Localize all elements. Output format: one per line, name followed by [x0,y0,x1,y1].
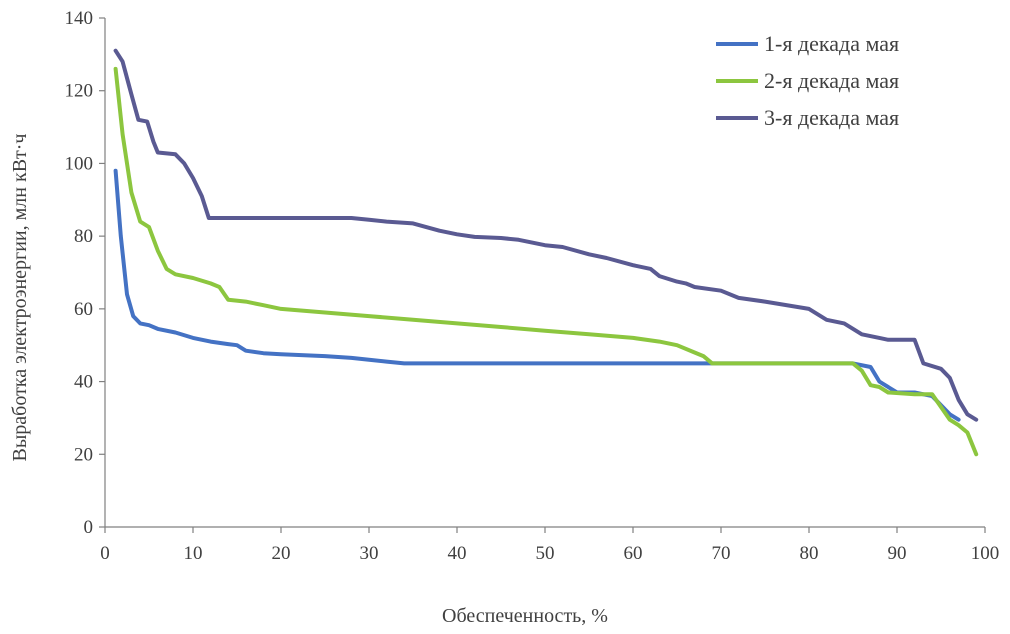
legend-label-2: 2-я декада мая [764,68,899,93]
x-tick-label: 40 [448,543,467,564]
y-axis-ticks: 0 20 40 60 80 100 120 140 [65,8,105,538]
x-axis-ticks: 0 10 20 30 40 50 60 70 80 90 100 [100,527,999,564]
y-tick-label: 20 [74,444,93,465]
x-tick-label: 70 [712,543,731,564]
x-tick-label: 100 [971,543,1000,564]
x-tick-label: 80 [800,543,819,564]
y-tick-label: 40 [74,372,93,393]
y-tick-label: 100 [65,153,94,174]
series-line-3 [113,48,979,422]
x-tick-label: 0 [100,543,110,564]
x-tick-label: 90 [888,543,907,564]
x-axis-title: Обеспеченность, % [442,605,608,627]
series-line-1 [113,168,961,422]
y-tick-label: 60 [74,299,93,320]
legend: 1-я декада мая 2-я декада мая 3-я декада м… [716,31,899,130]
y-axis-title: Выработка электроэнергии, млн кВт·ч [9,134,31,462]
y-tick-label: 120 [65,81,94,102]
y-tick-label: 140 [65,8,94,29]
x-tick-label: 50 [536,543,555,564]
x-tick-label: 60 [624,543,643,564]
x-tick-label: 10 [184,543,203,564]
legend-label-3: 3-я декада мая [764,105,899,130]
y-tick-label: 0 [84,517,94,538]
series-line-2 [113,66,979,457]
legend-label-1: 1-я декада мая [764,31,899,56]
y-tick-label: 80 [74,226,93,247]
x-tick-label: 30 [360,543,379,564]
series-layer [113,48,979,457]
x-tick-label: 20 [272,543,291,564]
